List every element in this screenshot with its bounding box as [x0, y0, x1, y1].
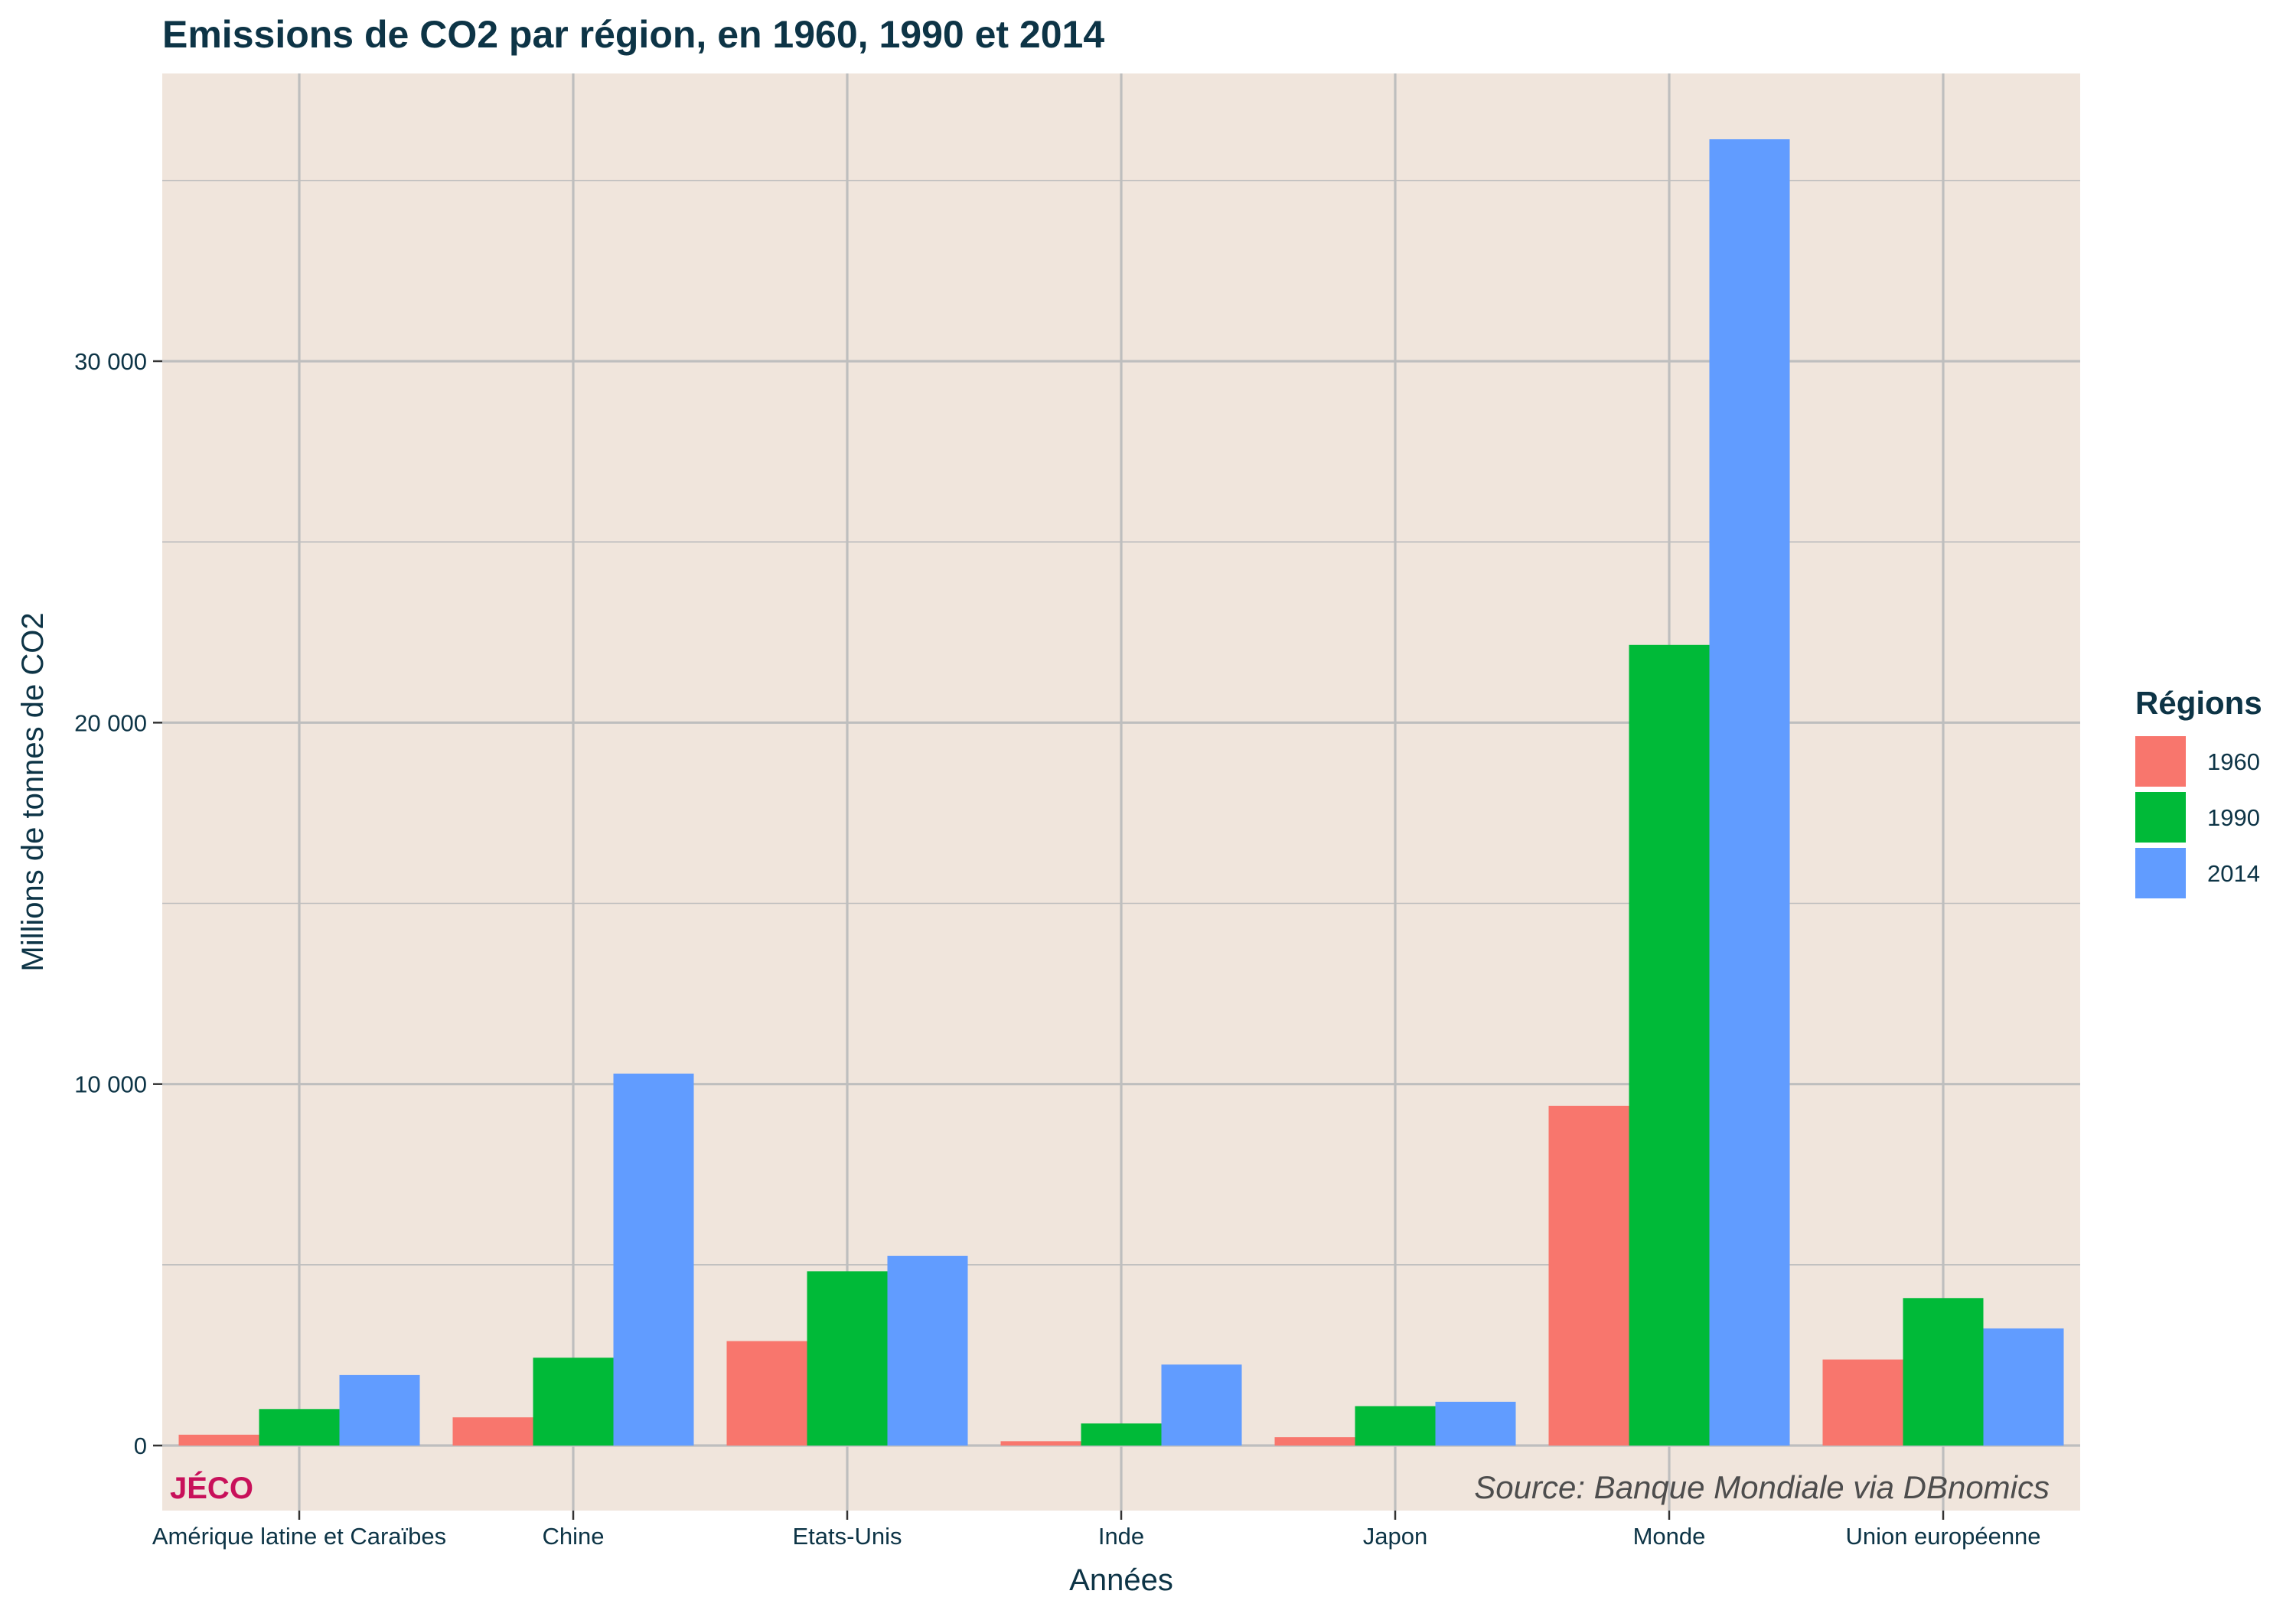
bar-2014 — [339, 1374, 420, 1446]
bar-2014 — [1161, 1364, 1242, 1446]
bar-2014 — [1435, 1401, 1516, 1446]
legend: Régions 1960 1990 2014 — [2135, 685, 2262, 898]
bar-1990 — [807, 1271, 888, 1446]
bars — [178, 139, 2064, 1446]
bar-1990 — [1903, 1298, 1984, 1446]
y-tick-label: 30 000 — [74, 348, 147, 375]
bar-2014 — [1983, 1328, 2064, 1446]
bar-1960 — [1822, 1359, 1903, 1446]
bar-1990 — [1081, 1423, 1162, 1446]
bar-2014 — [613, 1073, 694, 1446]
y-axis-ticks: 0 10 000 20 000 30 000 — [74, 348, 162, 1459]
x-tick-label: Etats-Unis — [793, 1523, 902, 1550]
bar-1990 — [1629, 644, 1710, 1446]
bar-1960 — [452, 1417, 533, 1446]
bar-1960 — [1274, 1437, 1355, 1446]
y-tick-label: 10 000 — [74, 1071, 147, 1098]
y-axis-title: Millions de tonnes de CO2 — [16, 612, 50, 971]
y-tick-label: 20 000 — [74, 709, 147, 736]
legend-label: 2014 — [2207, 860, 2260, 887]
source-note: Source: Banque Mondiale via DBnomics — [1474, 1469, 2050, 1505]
brand-logo: JÉCO — [170, 1471, 253, 1505]
x-tick-label: Inde — [1098, 1523, 1144, 1550]
bar-1990 — [1355, 1406, 1436, 1446]
legend-key-1960 — [2135, 736, 2186, 787]
bar-2014 — [1709, 139, 1790, 1446]
bar-2014 — [887, 1256, 968, 1446]
legend-title: Régions — [2135, 685, 2262, 721]
legend-key-1990 — [2135, 792, 2186, 843]
bar-1960 — [1548, 1106, 1629, 1446]
x-tick-label: Amérique latine et Caraïbes — [152, 1523, 446, 1550]
x-axis-title: Années — [1069, 1563, 1173, 1597]
legend-label: 1960 — [2207, 748, 2260, 775]
x-tick-label: Union européenne — [1845, 1523, 2040, 1550]
bar-1960 — [178, 1434, 259, 1446]
x-tick-label: Monde — [1633, 1523, 1706, 1550]
bar-1990 — [533, 1358, 614, 1446]
bar-1960 — [1000, 1441, 1081, 1446]
x-axis-ticks: Amérique latine et Caraïbes Chine Etats-Un… — [152, 1511, 2041, 1550]
chart-title: Emissions de CO2 par région, en 1960, 19… — [162, 13, 1104, 56]
y-tick-label: 0 — [134, 1433, 147, 1459]
bar-1960 — [726, 1341, 807, 1446]
x-tick-label: Japon — [1363, 1523, 1427, 1550]
bar-1990 — [259, 1409, 340, 1446]
legend-label: 1990 — [2207, 804, 2260, 831]
x-tick-label: Chine — [543, 1523, 605, 1550]
legend-key-2014 — [2135, 848, 2186, 898]
